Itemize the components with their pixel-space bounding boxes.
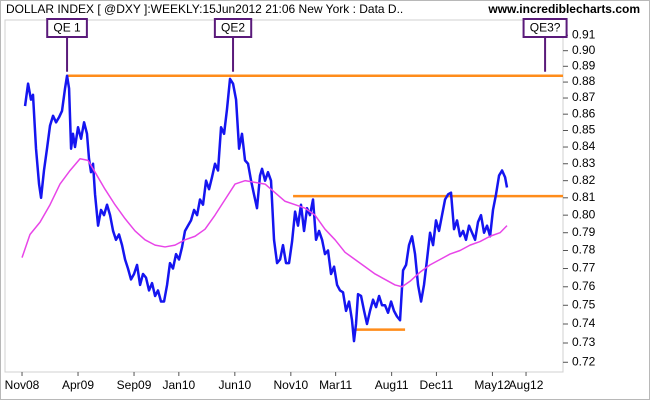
series-line — [21, 157, 508, 288]
y-tick-label: 0.89 — [572, 58, 596, 72]
y-tick-label: 0.76 — [572, 279, 596, 293]
x-tick-label: Nov08 — [5, 378, 40, 392]
y-tick-label: 0.81 — [572, 190, 596, 204]
source: www.incrediblecharts.com — [487, 2, 640, 16]
x-tick-label: Apr09 — [62, 378, 94, 392]
annotation-box — [213, 18, 253, 38]
x-tick-label: Jan10 — [162, 378, 195, 392]
y-tick-label: 0.90 — [572, 43, 596, 57]
x-tick-label: Aug12 — [509, 378, 544, 392]
x-tick-label: Nov10 — [273, 378, 308, 392]
chart-title: DOLLAR INDEX [ @DXY ]:WEEKLY:15Jun2012 2… — [6, 2, 403, 16]
y-tick-label: 0.91 — [572, 27, 596, 41]
annotation-label: QE2 — [221, 21, 245, 35]
y-tick-label: 0.73 — [572, 335, 596, 349]
y-tick-label: 0.72 — [572, 354, 596, 368]
y-tick-label: 0.78 — [572, 243, 596, 257]
annotation-box — [46, 18, 88, 38]
y-tick-label: 0.88 — [572, 74, 596, 88]
x-tick-label: Jun10 — [218, 378, 251, 392]
annotation-label: QE 1 — [53, 21, 81, 35]
x-tick-label: Mar11 — [319, 378, 352, 392]
annotation-box — [522, 18, 568, 38]
y-tick-label: 0.80 — [572, 207, 596, 221]
y-tick-label: 0.75 — [572, 297, 596, 311]
annotation-label: QE3? — [530, 21, 561, 35]
x-tick-label: Aug11 — [375, 378, 409, 392]
y-tick-label: 0.87 — [572, 90, 596, 104]
x-tick-label: Dec11 — [420, 378, 454, 392]
x-tick-label: Sep09 — [117, 378, 152, 392]
y-tick-label: 0.74 — [572, 316, 596, 330]
y-tick-label: 0.85 — [572, 123, 596, 137]
y-tick-label: 0.84 — [572, 139, 596, 153]
x-tick-label: May12 — [474, 378, 510, 392]
y-tick-label: 0.86 — [572, 106, 596, 120]
y-tick-label: 0.79 — [572, 225, 596, 239]
series-line — [23, 74, 509, 343]
y-tick-label: 0.82 — [572, 173, 596, 187]
y-tick-label: 0.83 — [572, 156, 596, 170]
y-tick-label: 0.77 — [572, 261, 596, 275]
